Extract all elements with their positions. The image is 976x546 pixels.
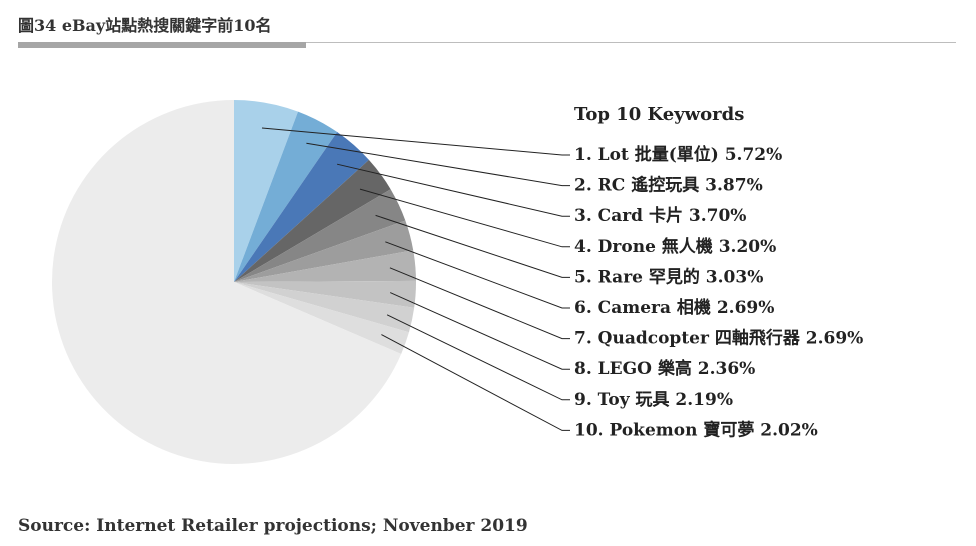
leader-lines (261, 127, 570, 431)
pie-slice (234, 159, 391, 282)
pie-slice (234, 132, 369, 282)
leader-line (386, 314, 570, 401)
title-divider (18, 42, 956, 43)
title-accent-bar (18, 42, 306, 48)
source-note: Source: Internet Retailer projections; N… (18, 516, 528, 536)
pie-slice (234, 250, 416, 282)
leader-line (359, 188, 570, 248)
slice-label: 3. Card 卡片 3.70% (574, 205, 746, 226)
slice-label: 9. Toy 玩具 2.19% (574, 390, 733, 410)
slice-label: 1. Lot 批量(單位) 5.72% (574, 144, 782, 165)
slice-label: 5. Rare 罕見的 3.03% (574, 266, 763, 287)
slice-labels: 1. Lot 批量(單位) 5.72% 2. RC 遙控玩具 3.87% 3. Ca… (574, 144, 863, 440)
leader-line (261, 127, 570, 156)
leader-line (389, 267, 570, 340)
leader-line (336, 163, 570, 217)
slice-label: 4. Drone 無人機 3.20% (574, 236, 776, 257)
pie-slice (234, 220, 414, 282)
slice-label: 7. Quadcopter 四軸飛行器 2.69% (574, 328, 863, 349)
pie-slice (234, 280, 417, 308)
pie-slice (234, 282, 415, 333)
pie-slice (52, 100, 402, 464)
pie-slices (52, 100, 417, 464)
pie-slice (234, 100, 299, 282)
leader-line (306, 142, 570, 187)
pie-slice (234, 282, 409, 354)
slice-label: 8. LEGO 樂高 2.36% (574, 358, 755, 379)
leader-line (381, 334, 570, 431)
slice-label: 10. Pokemon 寶可夢 2.02% (574, 419, 818, 440)
slice-label: 6. Camera 相機 2.69% (574, 297, 774, 318)
slice-label: 2. RC 遙控玩具 3.87% (574, 175, 763, 196)
leader-line (389, 292, 570, 370)
pie-slice (234, 111, 338, 282)
leader-line (385, 241, 570, 309)
figure-title: 圖34 eBay站點熱搜關鍵字前10名 (18, 16, 272, 35)
leader-line (375, 214, 570, 278)
legend-title: Top 10 Keywords (574, 104, 744, 125)
pie-slice (234, 189, 406, 282)
